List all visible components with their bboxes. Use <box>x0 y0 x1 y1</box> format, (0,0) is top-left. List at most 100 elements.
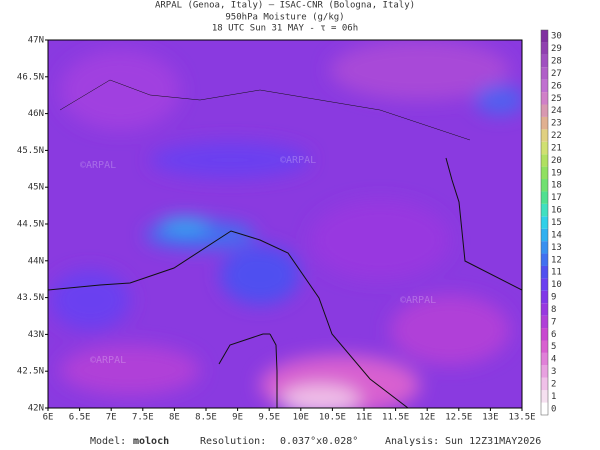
footer-value: 0.037°x0.028° <box>280 436 358 447</box>
y-tick-label: 47N <box>28 36 44 46</box>
colorbar-cell <box>541 92 548 105</box>
colorbar-cell <box>541 278 548 291</box>
colorbar-cell <box>541 253 548 266</box>
colorbar-label: 23 <box>551 119 562 129</box>
colorbar-label: 17 <box>551 193 562 203</box>
colorbar-label: 4 <box>551 355 556 365</box>
x-tick-label: 9.5E <box>258 413 280 423</box>
colorbar-label: 15 <box>551 218 562 228</box>
x-tick-label: 11E <box>356 413 372 423</box>
x-tick-label: 7E <box>106 413 117 423</box>
colorbar-cell <box>541 67 548 80</box>
watermark: ©ARPAL <box>400 295 436 306</box>
x-tick-label: 13E <box>482 413 498 423</box>
x-tick-label: 7.5E <box>132 413 154 423</box>
colorbar-cell <box>541 265 548 279</box>
map-field: ©ARPAL ©ARPAL ©ARPAL ©ARPAL <box>48 40 522 408</box>
colorbar-cell <box>541 365 548 378</box>
colorbar-cell <box>541 129 548 142</box>
colorbar-cell <box>541 216 548 229</box>
colorbar-cell <box>541 303 548 316</box>
colorbar-label: 30 <box>551 32 562 42</box>
colorbar-label: 14 <box>551 230 562 240</box>
colorbar-cell <box>541 141 548 155</box>
x-tick-label: 6E <box>43 413 54 423</box>
colorbar-cell <box>541 30 548 43</box>
colorbar-label: 27 <box>551 69 562 79</box>
colorbar-label: 8 <box>551 305 556 315</box>
colorbar-label: 25 <box>551 94 562 104</box>
colorbar-cell <box>541 104 548 117</box>
y-tick-label: 44N <box>28 256 44 266</box>
colorbar-label: 20 <box>551 156 562 166</box>
colorbar-label: 24 <box>551 106 562 116</box>
title-line: 950hPa Moisture (g/kg) <box>225 13 344 23</box>
footer-label: Model: <box>90 436 126 447</box>
colorbar-cell <box>541 54 548 68</box>
colorbar-cell <box>541 203 548 217</box>
watermark: ©ARPAL <box>90 355 126 366</box>
colorbar-label: 19 <box>551 168 562 178</box>
y-tick-label: 45N <box>28 183 44 193</box>
colorbar-cell <box>541 290 548 304</box>
colorbar-label: 9 <box>551 293 556 303</box>
x-tick-label: 8E <box>169 413 180 423</box>
watermark: ©ARPAL <box>80 160 116 171</box>
colorbar-cell <box>541 315 548 329</box>
colorbar-label: 7 <box>551 317 556 327</box>
colorbar-label: 2 <box>551 379 556 389</box>
colorbar-label: 1 <box>551 392 556 402</box>
colorbar-cell <box>541 390 548 403</box>
colorbar-cell <box>541 328 548 341</box>
colorbar-label: 0 <box>551 404 556 414</box>
colorbar-label: 29 <box>551 44 562 54</box>
colorbar-label: 12 <box>551 255 562 265</box>
colorbar-label: 16 <box>551 206 562 216</box>
x-tick-label: 10.5E <box>319 413 346 423</box>
colorbar-label: 6 <box>551 330 556 340</box>
x-tick-label: 10E <box>293 413 309 423</box>
footer-value: moloch <box>133 436 169 447</box>
colorbar-label: 21 <box>551 143 562 153</box>
y-tick-label: 43.5N <box>17 293 44 303</box>
colorbar-cell <box>541 154 548 167</box>
x-tick-label: 13.5E <box>508 413 535 423</box>
x-tick-label: 11.5E <box>382 413 409 423</box>
colorbar-label: 26 <box>551 81 562 91</box>
x-tick-label: 6.5E <box>69 413 91 423</box>
title-line: ARPAL (Genoa, Italy) — ISAC-CNR (Bologna… <box>155 1 415 11</box>
y-tick-label: 46N <box>28 109 44 119</box>
title-line: 18 UTC Sun 31 MAY - τ = 06h <box>212 24 358 34</box>
colorbar-frame <box>540 29 549 416</box>
colorbar-label: 11 <box>551 268 562 278</box>
watermark: ©ARPAL <box>280 155 316 166</box>
colorbar-cell <box>541 340 548 353</box>
colorbar-cell <box>541 228 548 242</box>
colorbar-cell <box>541 42 548 55</box>
colorbar-cell <box>541 402 548 415</box>
colorbar-label: 3 <box>551 367 556 377</box>
x-tick-label: 12.5E <box>445 413 472 423</box>
x-tick-label: 12E <box>419 413 435 423</box>
footer-label: Analysis: <box>385 436 439 447</box>
x-tick-label: 9E <box>232 413 243 423</box>
colorbar-label: 22 <box>551 131 562 141</box>
y-tick-label: 42.5N <box>17 367 44 377</box>
colorbar-cell <box>541 241 548 254</box>
colorbar-cell <box>541 79 548 93</box>
y-tick-label: 44.5N <box>17 220 44 230</box>
colorbar-label: 13 <box>551 243 562 253</box>
footer-label: Resolution: <box>200 436 266 447</box>
x-tick-label: 8.5E <box>195 413 217 423</box>
y-tick-label: 42N <box>28 404 44 414</box>
colorbar-cell <box>541 191 548 204</box>
y-tick-label: 46.5N <box>17 72 44 82</box>
colorbar-label: 10 <box>551 280 562 290</box>
colorbar-cell <box>541 352 548 366</box>
y-tick-label: 45.5N <box>17 146 44 156</box>
colorbar-cell <box>541 377 548 391</box>
colorbar-cell <box>541 166 548 180</box>
colorbar-label: 18 <box>551 181 562 191</box>
colorbar-label: 5 <box>551 342 556 352</box>
